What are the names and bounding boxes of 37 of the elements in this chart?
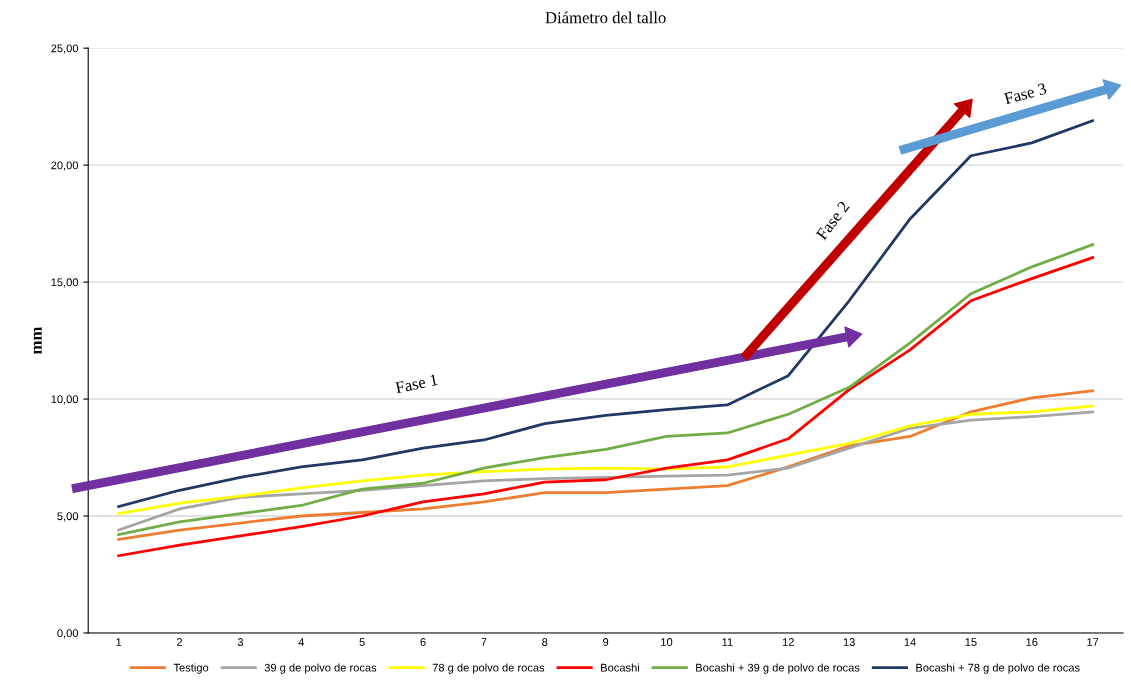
x-tick-label: 5: [359, 638, 365, 646]
x-tick-label: 13: [843, 638, 855, 646]
x-tick-label: 9: [603, 638, 609, 646]
y-tick-label: 0,00: [57, 629, 79, 639]
y-axis-title: mm: [33, 326, 42, 354]
y-tick-label: 5,00: [57, 512, 79, 522]
line-series: [117, 410, 1095, 532]
annotation: Fase 2: [815, 200, 850, 241]
x-tick-label: 16: [1026, 638, 1038, 646]
legend-label: 39 g de polvo de rocas: [264, 663, 377, 674]
x-tick-label: 8: [542, 638, 548, 646]
legend-label: Testigo: [173, 663, 209, 674]
x-tick-label: 14: [904, 638, 916, 646]
legend-label: Bocashi: [601, 663, 639, 672]
x-tick-label: 3: [237, 638, 244, 646]
legend-label: Bocashi + 39 g de polvo de rocas: [696, 663, 860, 674]
y-tick-label: 25,00: [51, 44, 79, 54]
x-tick-label: 10: [661, 638, 673, 646]
x-tick-label: 12: [782, 638, 794, 646]
x-tick-label: 2: [177, 638, 183, 646]
y-tick-label: 15,00: [51, 278, 79, 288]
legend-label: 78 g de polvo de rocas: [432, 663, 545, 674]
y-tick-label: 20,00: [51, 161, 79, 171]
x-tick-label: 1: [116, 638, 122, 646]
x-tick-label: 7: [481, 638, 487, 646]
x-tick-label: 11: [722, 638, 733, 646]
line-series: [117, 404, 1095, 516]
x-tick-label: 15: [965, 638, 977, 646]
x-tick-label: 4: [298, 638, 305, 646]
legend-label: Bocashi + 78 g de polvo de rocas: [916, 663, 1080, 674]
annotation: Fase 3: [1003, 82, 1047, 105]
x-tick-label: 6: [420, 638, 426, 646]
y-tick-label: 10,00: [51, 395, 79, 405]
annotation: Fase 1: [394, 373, 438, 394]
chart-title: Diámetro del tallo: [545, 11, 666, 24]
x-tick-label: 17: [1087, 638, 1099, 646]
line-series: [117, 119, 1095, 509]
